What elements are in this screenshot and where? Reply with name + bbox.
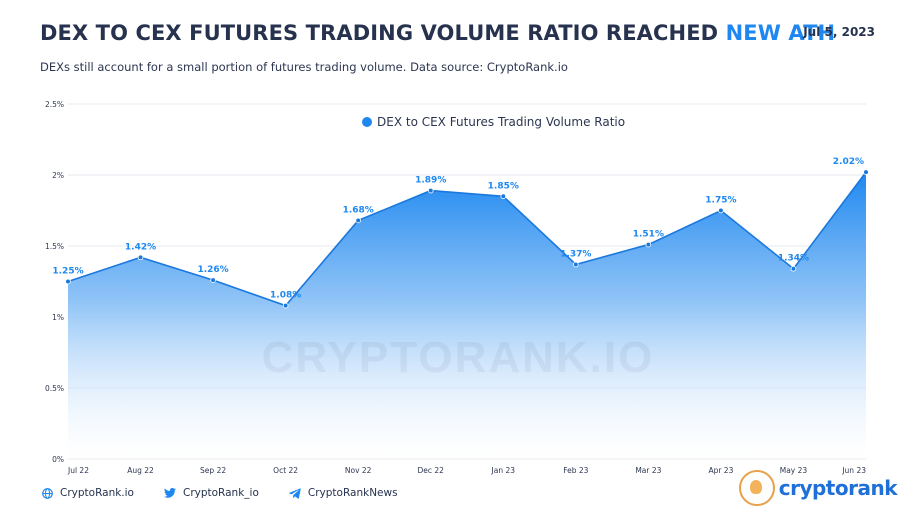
data-label: 1.89% <box>415 176 446 186</box>
footer-telegram[interactable]: CryptoRankNews <box>288 487 398 499</box>
x-tick-label: Aug 22 <box>127 466 154 475</box>
title-main: DEX TO CEX FUTURES TRADING VOLUME RATIO … <box>40 21 719 45</box>
data-point <box>500 193 507 200</box>
y-tick-label: 2% <box>52 171 64 180</box>
footer: CryptoRank.io CryptoRank_io CryptoRankNe… <box>42 487 428 499</box>
data-label: 1.42% <box>125 242 156 252</box>
data-point <box>718 207 724 214</box>
data-point <box>137 254 144 261</box>
data-label: 1.08% <box>270 291 301 301</box>
series-line <box>67 171 867 307</box>
twitter-icon <box>163 488 176 498</box>
x-tick-label: Dec 22 <box>418 466 445 475</box>
y-tick-label: 2.5% <box>45 100 64 109</box>
x-tick-label: May 23 <box>780 466 808 475</box>
data-point <box>282 302 289 309</box>
data-label: 1.25% <box>52 267 83 277</box>
x-axis: Jul 22 Aug 22 Sep 22 Oct 22 Nov 22 Dec 22 Jan … <box>67 466 866 475</box>
area-chart: 0%0.5%1%1.5%2%2.5% CRYPTORANK.IO 1.25%1.… <box>45 100 869 475</box>
x-tick-label: Oct 22 <box>273 466 298 475</box>
report-date: Jul 5, 2023 <box>803 25 875 39</box>
y-tick-label: 1.5% <box>45 242 64 251</box>
series-area <box>68 172 866 459</box>
y-axis: 0% 0.5% 1% 1.5% 2% 2.5% <box>45 100 64 464</box>
brand-logo: cryptorank <box>738 470 898 506</box>
x-tick-label: Nov 22 <box>345 466 372 475</box>
legend-marker <box>362 117 372 127</box>
data-point <box>427 187 434 194</box>
x-tick-label: Sep 22 <box>200 466 226 475</box>
data-points <box>65 169 869 309</box>
title-accent: NEW ATH <box>725 21 836 45</box>
legend: DEX to CEX Futures Trading Volume Ratio <box>362 115 625 129</box>
data-label: 1.34% <box>778 254 809 264</box>
data-point <box>573 261 579 268</box>
data-label: 2.02% <box>833 157 864 167</box>
data-label: 1.75% <box>705 196 736 206</box>
footer-twitter-label: CryptoRank_io <box>182 487 259 499</box>
globe-icon <box>42 487 53 499</box>
data-point <box>645 241 652 248</box>
watermark: CRYPTORANK.IO <box>262 333 655 382</box>
data-label: 1.68% <box>343 205 374 215</box>
y-tick-label: 1% <box>52 313 64 322</box>
data-point <box>355 217 361 224</box>
footer-telegram-label: CryptoRankNews <box>307 487 398 499</box>
mascot-icon <box>738 470 775 506</box>
footer-twitter[interactable]: CryptoRank_io <box>163 487 259 499</box>
legend-label: DEX to CEX Futures Trading Volume Ratio <box>377 115 625 129</box>
data-label: 1.37% <box>560 249 591 259</box>
x-tick-label: Jul 22 <box>67 466 89 475</box>
footer-website-label: CryptoRank.io <box>60 487 134 499</box>
data-label: 1.51% <box>633 230 664 240</box>
page-title: DEX TO CEX FUTURES TRADING VOLUME RATIO … <box>40 21 835 45</box>
x-tick-label: Apr 23 <box>708 466 733 475</box>
y-tick-label: 0.5% <box>45 384 64 393</box>
page-subtitle: DEXs still account for a small portion o… <box>40 60 568 74</box>
data-point <box>863 169 869 175</box>
x-tick-label: Feb 23 <box>563 466 588 475</box>
data-labels: 1.25% 1.42% 1.26% 1.08% 1.68% 1.89% 1.85% 1.37%… <box>52 157 864 300</box>
telegram-icon <box>288 487 301 499</box>
x-tick-label: Jan 23 <box>491 466 516 475</box>
x-tick-label: Jun 23 <box>841 466 866 475</box>
data-point <box>210 277 216 283</box>
data-label: 1.26% <box>197 265 228 275</box>
y-tick-label: 0% <box>52 455 64 464</box>
data-point <box>790 265 797 272</box>
data-point <box>65 278 71 285</box>
brand-text: cryptorank <box>778 476 898 500</box>
x-tick-label: Mar 23 <box>635 466 661 475</box>
footer-website[interactable]: CryptoRank.io <box>42 487 134 499</box>
data-label: 1.85% <box>488 181 519 191</box>
